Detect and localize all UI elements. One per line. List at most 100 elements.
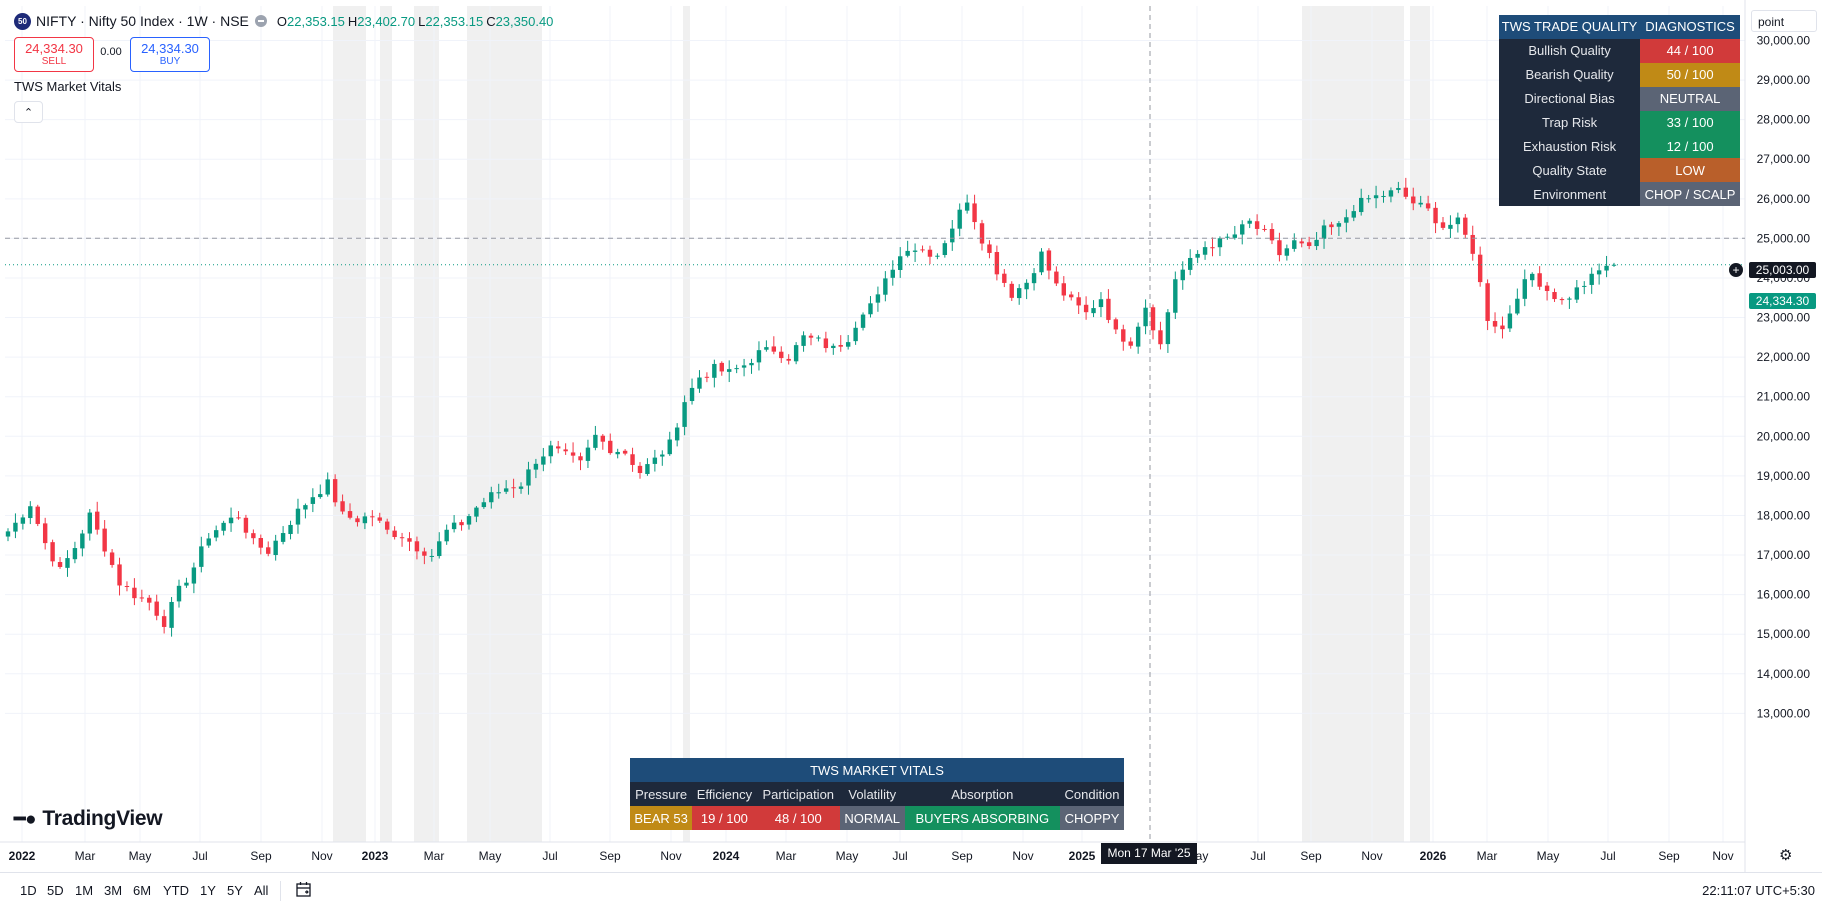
candle-body <box>950 228 955 243</box>
time-tick-label: Nov <box>1361 849 1382 863</box>
candle <box>258 534 263 555</box>
candle-body <box>102 528 107 552</box>
range-button-all[interactable]: All <box>254 883 269 898</box>
candle-body <box>1240 224 1245 235</box>
candle-body <box>273 540 278 556</box>
candle <box>771 336 777 355</box>
timezone-clock[interactable]: 22:11:07 UTC+5:30 <box>1702 883 1815 898</box>
trade-quality-table: TWS TRADE QUALITY DIAGNOSTICS Bullish Qu… <box>1499 15 1740 207</box>
candle <box>875 286 881 312</box>
candle-body <box>556 446 561 449</box>
price-tick-label: 29,000.00 <box>1757 73 1811 87</box>
candle-body <box>1061 283 1066 296</box>
range-button-6m[interactable]: 6M <box>133 883 152 898</box>
candle-body <box>734 368 739 370</box>
symbol-title[interactable]: NIFTY · Nifty 50 Index · 1W · NSE <box>36 13 249 29</box>
candle-body <box>1344 217 1349 223</box>
collapse-indicators-button[interactable]: ⌃ <box>14 101 43 123</box>
candle <box>667 431 672 456</box>
add-alert-plus-icon[interactable]: + <box>1729 263 1743 277</box>
candle-body <box>727 369 732 372</box>
vitals-header: Volatility <box>839 782 905 806</box>
candle-body <box>1329 224 1334 228</box>
range-button-ytd[interactable]: YTD <box>163 883 189 898</box>
candle-body <box>1039 251 1044 273</box>
candle <box>563 443 568 455</box>
range-button-3m[interactable]: 3M <box>104 883 123 898</box>
candle <box>437 532 442 559</box>
candle-body <box>1567 298 1572 300</box>
range-button-1m[interactable]: 1M <box>75 883 94 898</box>
range-button-1d[interactable]: 1D <box>20 883 37 898</box>
calendar-goto-date-icon[interactable] <box>294 880 314 900</box>
tradingview-wordmark: TradingView <box>42 807 163 830</box>
candle <box>109 549 115 568</box>
candle-body <box>95 511 100 530</box>
candle <box>236 511 241 520</box>
quality-row-value: 33 / 100 <box>1640 110 1740 135</box>
candle <box>102 520 107 557</box>
candle-body <box>1470 234 1475 254</box>
tradingview-logo[interactable]: ━● TradingView <box>14 807 163 831</box>
candle-body <box>1284 248 1290 256</box>
candle <box>541 447 546 472</box>
candle-body <box>1433 207 1438 224</box>
quality-row-value: CHOP / SCALP <box>1640 182 1740 207</box>
candle <box>756 341 762 371</box>
quality-row-value: LOW <box>1640 158 1740 183</box>
indicator-title[interactable]: TWS Market Vitals <box>14 79 122 94</box>
candle <box>548 440 553 464</box>
candle <box>883 271 888 302</box>
candle <box>1596 263 1602 285</box>
time-tick-label: 2023 <box>362 849 389 863</box>
candle <box>1046 248 1052 280</box>
market-status-icon[interactable] <box>254 15 267 27</box>
candle <box>1455 212 1461 233</box>
chart-overlay <box>5 6 1745 842</box>
candle-body <box>228 517 234 524</box>
candle <box>444 524 449 545</box>
buy-button[interactable]: 24,334.30 BUY <box>130 37 210 72</box>
candle <box>1359 188 1364 216</box>
candle-body <box>109 552 115 565</box>
candle <box>266 541 271 557</box>
candle <box>132 578 137 606</box>
candle <box>496 483 501 499</box>
candle <box>987 240 992 259</box>
candle <box>1009 281 1014 301</box>
candle-body <box>310 497 316 504</box>
scale-mode-select[interactable]: point <box>1751 10 1817 32</box>
candle-body <box>1016 288 1022 299</box>
candle <box>1381 190 1386 203</box>
candle-body <box>1336 223 1342 227</box>
candle <box>28 501 33 525</box>
sell-button[interactable]: 24,334.30 SELL <box>14 37 94 72</box>
candle-body <box>206 538 211 546</box>
candle-body <box>1076 297 1081 306</box>
candle-body <box>801 335 806 346</box>
candle <box>1225 233 1230 240</box>
range-button-1y[interactable]: 1Y <box>200 883 216 898</box>
candle-body <box>221 522 226 531</box>
candle-body <box>905 250 910 256</box>
candle-body <box>845 342 851 347</box>
range-button-5y[interactable]: 5Y <box>227 883 243 898</box>
candle <box>749 358 754 374</box>
candle <box>1552 288 1557 302</box>
candle-body <box>392 530 397 538</box>
candle-body <box>28 506 33 519</box>
time-axis: 2022 Mar May Jul Sep Nov 2023 Mar May Jul Sep Nov 20… <box>9 849 1734 863</box>
range-button-5d[interactable]: 5D <box>47 883 64 898</box>
candle-body <box>1210 247 1215 249</box>
candle <box>13 513 18 539</box>
price-tick-label: 22,000.00 <box>1757 350 1811 364</box>
candle <box>1522 269 1527 307</box>
candle <box>1284 244 1290 261</box>
candle <box>964 194 970 214</box>
session-band <box>1302 6 1404 842</box>
candle <box>1247 218 1252 229</box>
gear-icon[interactable]: ⚙ <box>1779 847 1793 864</box>
candle <box>1373 185 1379 209</box>
nifty-50-logo-icon[interactable]: 50 <box>14 12 31 30</box>
